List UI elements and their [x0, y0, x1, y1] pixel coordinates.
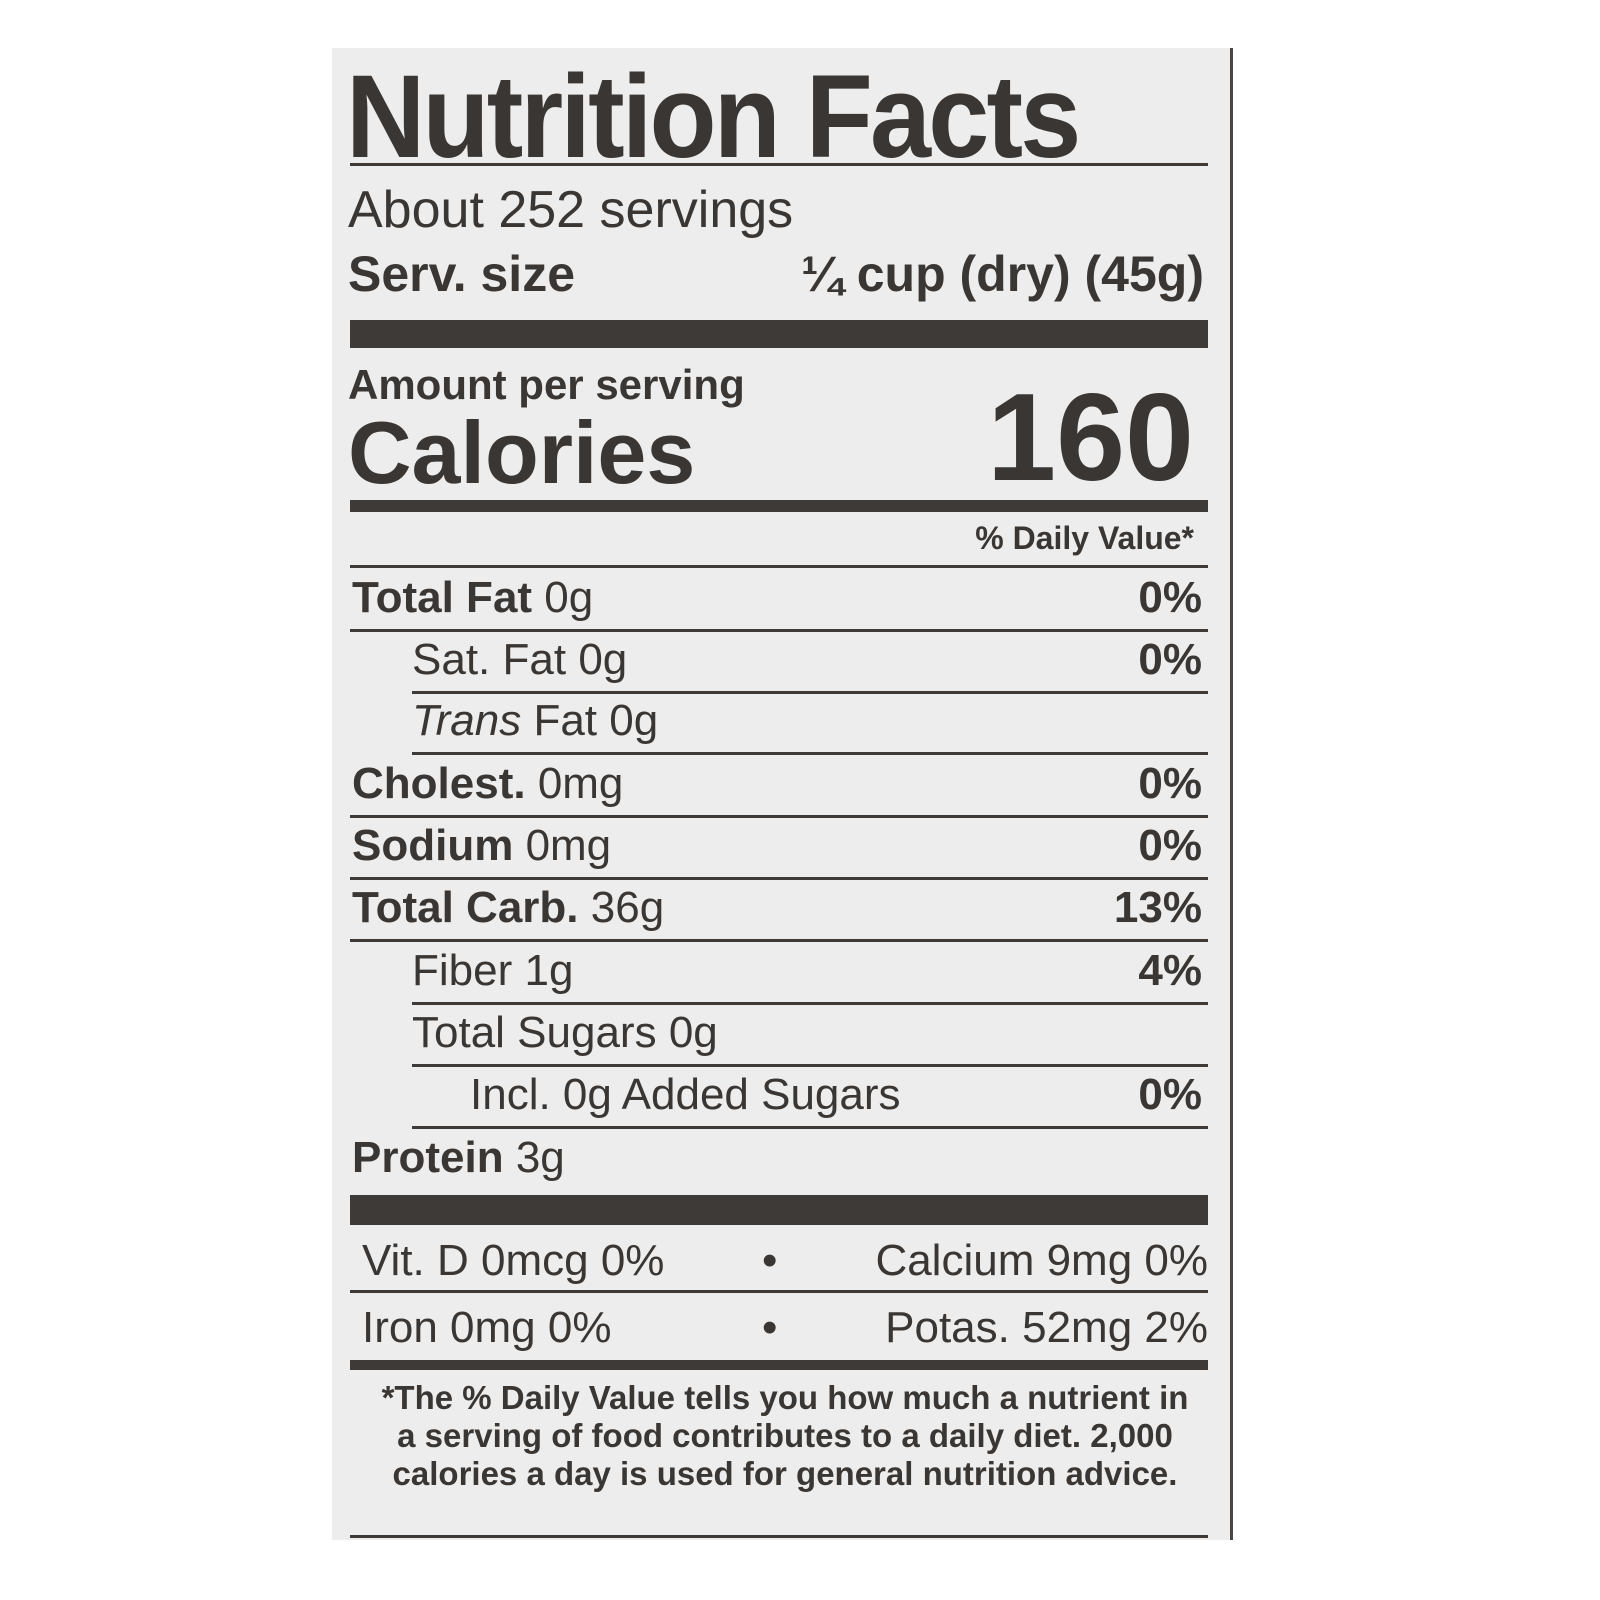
nutrient-amount: 3g: [515, 1133, 565, 1182]
nutrient-daily-value: 0%: [1138, 635, 1202, 684]
nutrient-label: Fiber: [412, 946, 513, 995]
nutrient-label: Protein: [352, 1133, 504, 1182]
vitamin-row: Vit. D 0mcg 0% • Calcium 9mg 0%: [352, 1231, 1208, 1291]
divider: [350, 565, 1208, 568]
nutrient-amount: 0mg: [525, 821, 612, 870]
divider: [350, 1290, 1208, 1293]
divider: [350, 877, 1208, 880]
nutrient-name: Total Carb. 36g: [352, 878, 664, 938]
nutrient-label: Cholest.: [352, 759, 526, 808]
vitamin-right: Calcium 9mg 0%: [875, 1236, 1208, 1285]
daily-value-header: % Daily Value*: [975, 520, 1194, 556]
divider: [350, 629, 1208, 632]
divider: [412, 691, 1208, 694]
nutrient-name: Trans Fat 0g: [412, 691, 658, 751]
nutrient-label: Sodium: [352, 821, 514, 870]
nutrient-daily-value: 0%: [1138, 821, 1202, 870]
nutrient-label: Trans: [412, 696, 522, 745]
nutrient-label: Total Fat: [352, 573, 533, 622]
servings-per-container: About 252 servings: [348, 181, 794, 239]
medium-divider: [350, 1360, 1208, 1370]
amount-per-serving: Amount per serving: [348, 361, 745, 408]
nutrient-name: Total Fat 0g: [352, 568, 593, 628]
nutrient-name: Fiber 1g: [412, 941, 573, 1001]
nutrient-label: Incl. 0g Added Sugars: [470, 1070, 901, 1119]
nutrient-daily-value: 0%: [1138, 573, 1202, 622]
nutrient-name: Total Sugars 0g: [412, 1003, 718, 1063]
nutrient-label-suffix: Fat: [533, 696, 598, 745]
nutrient-amount: 0g: [578, 635, 628, 684]
nutrient-amount: 0g: [544, 573, 594, 622]
nutrient-daily-value: 4%: [1138, 946, 1202, 995]
thick-divider: [350, 320, 1208, 348]
nutrient-row: Cholest. 0mg 0%: [352, 754, 1202, 814]
footnote-line: calories a day is used for general nutri…: [392, 1455, 1178, 1492]
nutrient-name: Sat. Fat 0g: [412, 630, 627, 690]
medium-divider: [350, 500, 1208, 512]
bullet: •: [762, 1236, 778, 1285]
serving-size-value: ¼ cup (dry) (45g): [801, 246, 1204, 302]
divider: [350, 163, 1208, 166]
nutrient-row: Sodium 0mg 0%: [352, 816, 1202, 876]
nutrient-row: Sat. Fat 0g 0%: [352, 630, 1202, 690]
nutrient-row: Fiber 1g 4%: [352, 941, 1202, 1001]
nutrition-facts-label: Nutrition Facts About 252 servings Serv.…: [332, 48, 1233, 1540]
serving-size-label: Serv. size: [348, 246, 576, 302]
bullet: •: [762, 1303, 778, 1352]
divider: [412, 1002, 1208, 1005]
nutrient-name: Cholest. 0mg: [352, 754, 623, 814]
nutrient-daily-value: 13%: [1113, 883, 1202, 932]
divider: [350, 1535, 1208, 1538]
divider: [412, 752, 1208, 755]
nutrient-amount: 0mg: [537, 759, 624, 808]
nutrient-daily-value: 0%: [1138, 759, 1202, 808]
nutrient-amount: 0g: [609, 696, 659, 745]
nutrient-name: Incl. 0g Added Sugars: [470, 1065, 901, 1125]
nutrient-row: Total Carb. 36g 13%: [352, 878, 1202, 938]
footnote-line: *The % Daily Value tells you how much a …: [381, 1379, 1189, 1416]
nutrient-row: Protein 3g: [352, 1128, 1202, 1188]
label-title: Nutrition Facts: [346, 51, 1081, 183]
footnote-line: a serving of food contributes to a daily…: [397, 1417, 1173, 1454]
nutrient-row: Trans Fat 0g: [352, 691, 1202, 751]
nutrient-name: Protein 3g: [352, 1128, 565, 1188]
vitamin-row: Iron 0mg 0% • Potas. 52mg 2%: [352, 1298, 1208, 1358]
divider: [412, 1126, 1208, 1129]
nutrient-amount: 1g: [524, 946, 574, 995]
nutrient-label: Total Sugars: [412, 1008, 657, 1057]
nutrient-daily-value: 0%: [1138, 1070, 1202, 1119]
thick-divider: [350, 1195, 1208, 1225]
nutrient-amount: 0g: [668, 1008, 718, 1057]
nutrient-label: Total Carb.: [352, 883, 579, 932]
nutrient-row: Total Fat 0g 0%: [352, 568, 1202, 628]
divider: [350, 939, 1208, 942]
calories-value: 160: [987, 369, 1194, 507]
nutrient-amount: 36g: [590, 883, 665, 932]
calories-label: Calories: [348, 403, 696, 502]
nutrient-row: Incl. 0g Added Sugars 0%: [352, 1065, 1202, 1125]
nutrient-name: Sodium 0mg: [352, 816, 611, 876]
vitamin-right: Potas. 52mg 2%: [885, 1303, 1208, 1352]
vitamin-left: Iron 0mg 0%: [362, 1303, 612, 1352]
nutrient-row: Total Sugars 0g: [352, 1003, 1202, 1063]
divider: [412, 1064, 1208, 1067]
divider: [350, 815, 1208, 818]
nutrient-label: Sat. Fat: [412, 635, 567, 684]
vitamin-left: Vit. D 0mcg 0%: [362, 1236, 665, 1285]
